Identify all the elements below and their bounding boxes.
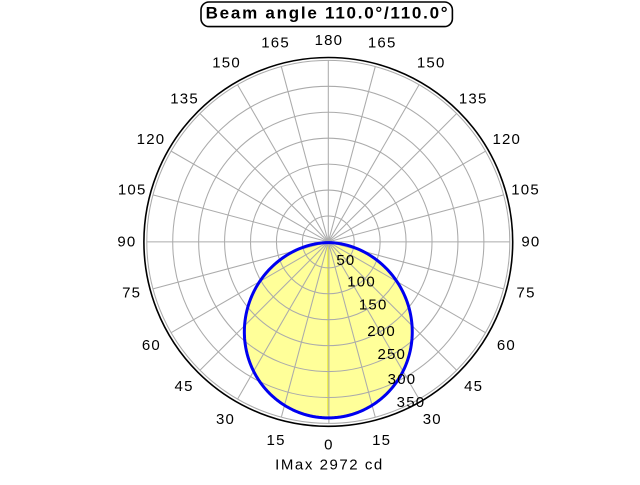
svg-text:105: 105: [511, 182, 540, 199]
svg-text:75: 75: [122, 285, 141, 302]
svg-text:IMax 2972 cd: IMax 2972 cd: [275, 456, 384, 473]
svg-text:135: 135: [170, 91, 199, 108]
svg-text:300: 300: [388, 371, 417, 388]
svg-text:15: 15: [267, 432, 286, 449]
svg-text:165: 165: [261, 35, 290, 52]
svg-text:100: 100: [347, 274, 376, 291]
svg-text:0: 0: [324, 437, 334, 454]
svg-text:120: 120: [492, 131, 521, 148]
svg-text:45: 45: [175, 378, 194, 395]
svg-text:30: 30: [216, 411, 235, 428]
svg-text:60: 60: [142, 337, 161, 354]
svg-text:150: 150: [359, 297, 388, 314]
svg-text:165: 165: [368, 35, 397, 52]
svg-text:90: 90: [521, 234, 540, 251]
svg-text:15: 15: [372, 432, 391, 449]
svg-text:Beam angle 110.0°/110.0°: Beam angle 110.0°/110.0°: [206, 4, 450, 23]
svg-text:250: 250: [377, 346, 406, 363]
svg-text:75: 75: [517, 285, 536, 302]
svg-text:50: 50: [336, 252, 355, 269]
svg-text:60: 60: [497, 337, 516, 354]
svg-text:105: 105: [118, 182, 147, 199]
svg-text:90: 90: [117, 234, 136, 251]
svg-text:150: 150: [417, 55, 446, 72]
svg-text:200: 200: [367, 323, 396, 340]
svg-text:135: 135: [459, 91, 488, 108]
svg-text:120: 120: [137, 131, 166, 148]
svg-text:180: 180: [315, 32, 344, 49]
svg-text:30: 30: [423, 411, 442, 428]
svg-text:45: 45: [464, 378, 483, 395]
svg-text:150: 150: [212, 55, 241, 72]
svg-text:350: 350: [397, 394, 426, 411]
